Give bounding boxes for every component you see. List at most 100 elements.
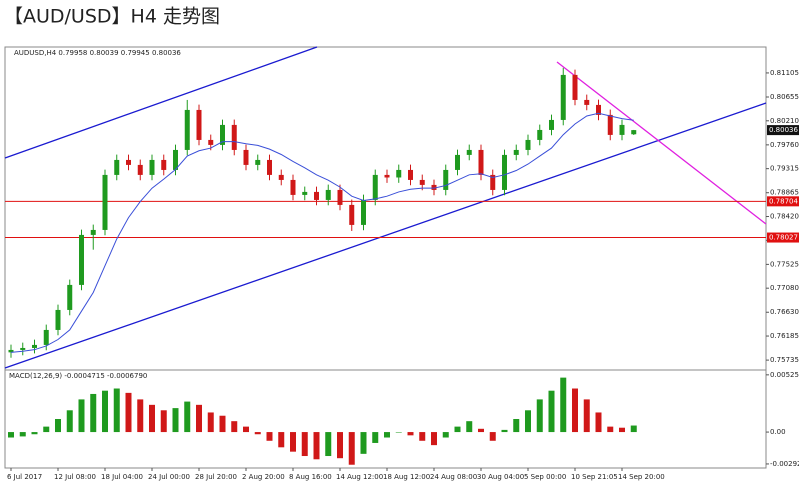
candle-body xyxy=(337,189,343,205)
macd-bar xyxy=(348,432,355,465)
macd-bar xyxy=(290,432,296,452)
candle-body xyxy=(55,309,61,330)
candle-body xyxy=(161,159,167,170)
macd-bar xyxy=(301,432,308,457)
candle-body xyxy=(384,174,390,178)
candle-body xyxy=(584,99,590,105)
y-tick-label: 0.81105 xyxy=(770,69,799,77)
x-tick-label: 28 Jul 20:00 xyxy=(195,473,237,481)
macd-bar xyxy=(536,399,543,433)
candle-body xyxy=(278,174,284,180)
macd-bar xyxy=(184,401,191,433)
macd-bar xyxy=(419,432,426,441)
candle-body xyxy=(490,174,496,190)
macd-bar xyxy=(66,410,73,433)
candle-body xyxy=(455,154,460,170)
price-tag xyxy=(767,125,799,136)
macd-bar xyxy=(231,421,238,433)
candle-body xyxy=(502,154,507,190)
candle-body xyxy=(349,204,355,225)
macd-bar xyxy=(630,425,637,433)
macd-bar xyxy=(560,377,567,433)
trend-line xyxy=(4,46,318,159)
macd-bar xyxy=(337,432,343,459)
candle-body xyxy=(419,179,425,185)
chart-title: 【AUD/USD】H4 走势图 xyxy=(4,6,220,28)
macd-bar xyxy=(372,432,379,443)
candle-body xyxy=(372,174,378,200)
macd-bar xyxy=(313,432,320,460)
moving-average xyxy=(10,112,634,353)
candle-body xyxy=(20,347,26,350)
candle-body xyxy=(466,149,472,155)
macd-bar xyxy=(207,412,214,433)
candle-body xyxy=(243,149,249,165)
candle-body xyxy=(184,109,190,150)
macd-bar xyxy=(243,426,249,433)
macd-bar xyxy=(266,432,273,441)
candle-body xyxy=(79,234,84,285)
candle-body xyxy=(290,179,296,195)
macd-tick-label: 0.00 xyxy=(770,428,786,436)
candle-body xyxy=(478,149,484,175)
macd-bar xyxy=(478,428,484,433)
candle-body xyxy=(43,329,49,345)
candle-body xyxy=(537,129,543,140)
macd-panel xyxy=(4,369,767,469)
macd-bar xyxy=(466,421,473,433)
candle-body xyxy=(208,139,214,145)
macd-bar xyxy=(442,432,449,438)
x-tick-label: 18 Aug 12:00 xyxy=(383,473,430,481)
trend-line xyxy=(4,102,767,369)
candle-body xyxy=(8,349,14,353)
macd-bar xyxy=(172,408,179,433)
x-tick-label: 14 Sep 20:00 xyxy=(618,473,665,481)
macd-bar xyxy=(125,392,132,433)
candle-body xyxy=(325,189,331,200)
x-tick-label: 24 Aug 08:00 xyxy=(430,473,477,481)
x-tick-label: 30 Aug 04:00 xyxy=(477,473,524,481)
candle-body xyxy=(572,74,578,100)
trend-line xyxy=(556,61,767,225)
macd-tick-label: -0.0029271 xyxy=(770,460,799,468)
macd-bar xyxy=(102,390,108,433)
symbol-info: AUDUSD,H4 0.79958 0.80039 0.79945 0.8003… xyxy=(14,49,181,57)
x-tick-label: 8 Aug 16:00 xyxy=(289,473,332,481)
candle-body xyxy=(525,139,531,150)
candle-body xyxy=(32,344,37,348)
x-tick-label: 24 Jul 00:00 xyxy=(148,473,190,481)
macd-bar xyxy=(384,432,390,438)
level-tag xyxy=(767,232,799,243)
macd-tick-label: 0.0052553 xyxy=(770,371,799,379)
macd-bar xyxy=(454,426,461,433)
macd-label: MACD(12,26,9) -0.0004715 -0.0006790 xyxy=(9,372,147,380)
macd-bar xyxy=(431,432,437,446)
candle-body xyxy=(631,130,637,135)
candle-body xyxy=(443,169,449,190)
macd-bar xyxy=(149,404,155,433)
candle-body xyxy=(255,159,261,165)
candle-body xyxy=(114,159,120,175)
candle-body xyxy=(596,104,601,115)
candle-body xyxy=(196,109,202,140)
x-tick-label: 5 Sep 00:00 xyxy=(524,473,566,481)
macd-bar xyxy=(525,410,531,433)
macd-bar xyxy=(31,432,38,435)
macd-bar xyxy=(607,426,614,433)
candle-body xyxy=(126,159,131,165)
candle-body xyxy=(67,284,73,310)
price-label: 0.80036 xyxy=(769,126,798,134)
candle-body xyxy=(149,159,155,175)
main-panel xyxy=(4,46,767,371)
candle-body xyxy=(137,164,143,175)
x-tick-label: 18 Jul 04:00 xyxy=(101,473,143,481)
candle-body xyxy=(619,124,625,135)
y-tick-label: 0.76630 xyxy=(770,308,799,316)
macd-bar xyxy=(90,393,97,433)
x-tick-label: 6 Jul 2017 xyxy=(7,473,42,481)
macd-bar xyxy=(55,419,61,433)
y-tick-label: 0.80210 xyxy=(770,117,799,125)
y-tick-label: 0.80655 xyxy=(770,93,799,101)
macd-bar xyxy=(325,432,332,457)
y-tick-label: 0.79315 xyxy=(770,165,799,173)
